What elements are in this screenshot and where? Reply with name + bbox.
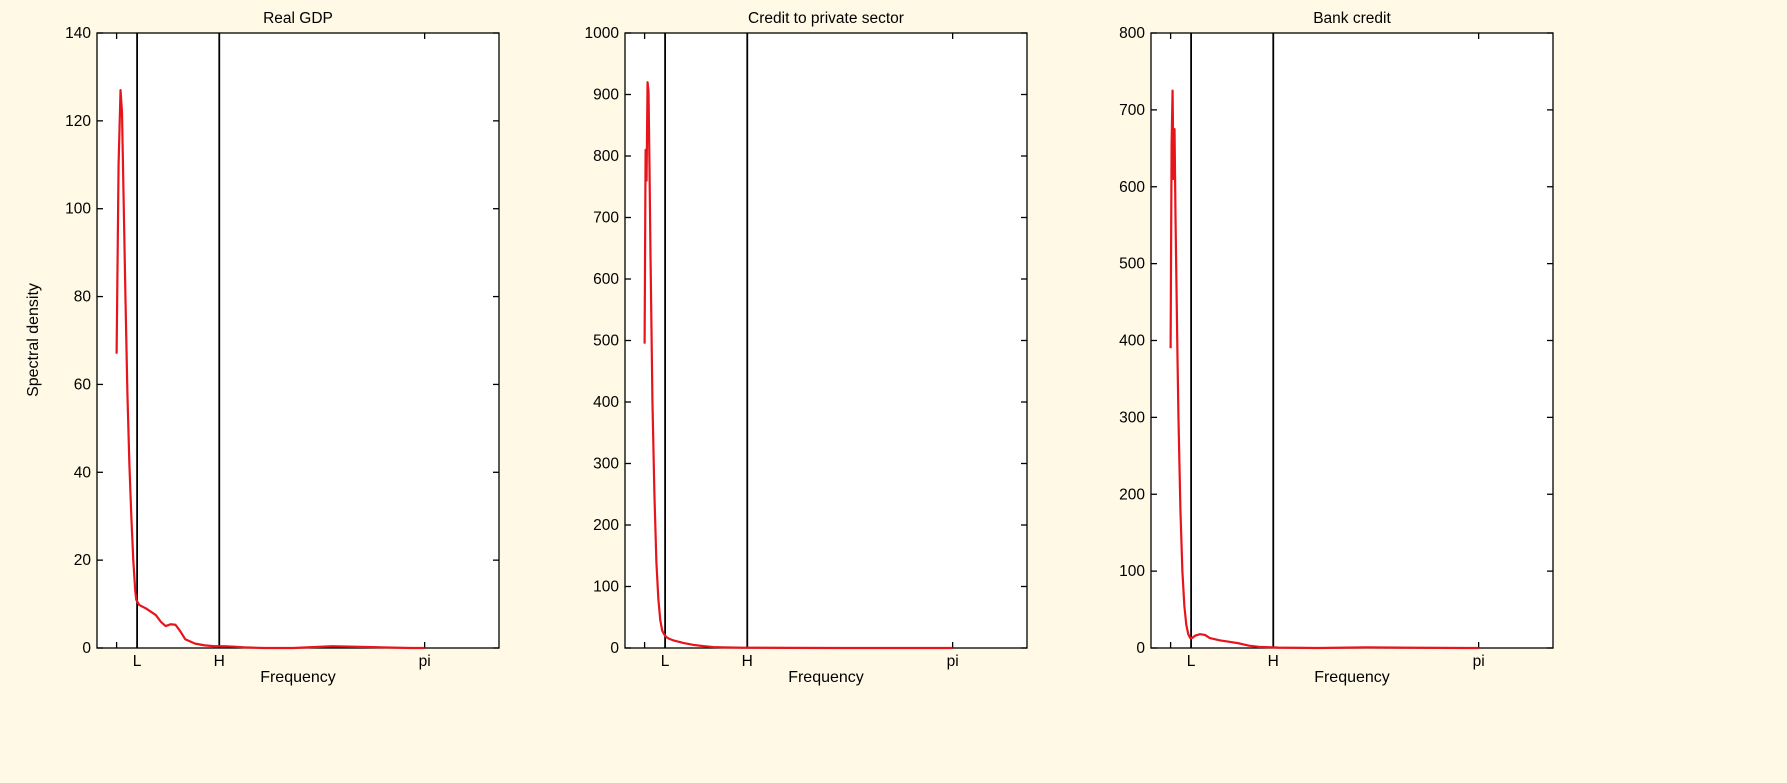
y-tick-label: 400 — [1119, 333, 1145, 350]
y-tick-label: 200 — [593, 517, 619, 534]
y-axis-label: Spectral density — [25, 283, 42, 397]
y-tick-label: 900 — [593, 87, 619, 104]
y-tick-label: 700 — [1119, 102, 1145, 119]
y-tick-label: 100 — [65, 201, 91, 218]
y-tick-label: 120 — [65, 113, 91, 130]
y-tick-label: 800 — [593, 148, 619, 165]
x-tick-label: pi — [419, 653, 431, 670]
plot-area — [96, 32, 500, 649]
y-tick-label: 300 — [1119, 409, 1145, 426]
y-tick-label: 40 — [74, 464, 92, 481]
x-tick-label: L — [1187, 653, 1196, 670]
x-tick-label: L — [133, 653, 142, 670]
y-tick-label: 600 — [593, 271, 619, 288]
y-tick-label: 20 — [74, 552, 92, 569]
x-tick-label: L — [661, 653, 670, 670]
spectral-density-line — [115, 89, 425, 650]
plot-area — [1150, 32, 1554, 649]
x-axis-label: Frequency — [788, 669, 864, 686]
x-tick-label: H — [214, 653, 225, 670]
y-tick-label: 100 — [1119, 563, 1145, 580]
spectral-density-line — [1169, 89, 1479, 650]
x-axis-label: Frequency — [1314, 669, 1390, 686]
spectral-density-line — [643, 81, 953, 650]
x-tick-label: pi — [1473, 653, 1485, 670]
y-tick-label: 300 — [593, 456, 619, 473]
chart-title: Real GDP — [263, 10, 333, 27]
y-tick-label: 60 — [74, 376, 92, 393]
chart-credit-private-sector: Credit to private sector Frequency 0 100 2… — [585, 10, 1028, 686]
chart-bank-credit: Bank credit Frequency 0 100 200 300 400 500 60… — [1119, 10, 1554, 686]
y-tick-label: 100 — [593, 579, 619, 596]
plot-area — [624, 32, 1028, 649]
y-tick-label: 800 — [1119, 25, 1145, 42]
y-tick-label: 700 — [593, 210, 619, 227]
y-tick-label: 0 — [82, 640, 91, 657]
y-tick-label: 400 — [593, 394, 619, 411]
y-tick-label: 1000 — [585, 25, 620, 42]
y-tick-label: 0 — [1136, 640, 1145, 657]
x-tick-label: H — [742, 653, 753, 670]
chart-title: Bank credit — [1313, 10, 1391, 27]
x-tick-label: pi — [947, 653, 959, 670]
x-tick-label: H — [1268, 653, 1279, 670]
y-tick-label: 80 — [74, 289, 92, 306]
y-tick-label: 600 — [1119, 179, 1145, 196]
y-tick-label: 200 — [1119, 486, 1145, 503]
y-tick-label: 0 — [610, 640, 619, 657]
y-tick-label: 500 — [593, 333, 619, 350]
y-tick-label: 500 — [1119, 256, 1145, 273]
chart-title: Credit to private sector — [748, 10, 904, 27]
x-axis-label: Frequency — [260, 669, 336, 686]
y-tick-label: 140 — [65, 25, 91, 42]
